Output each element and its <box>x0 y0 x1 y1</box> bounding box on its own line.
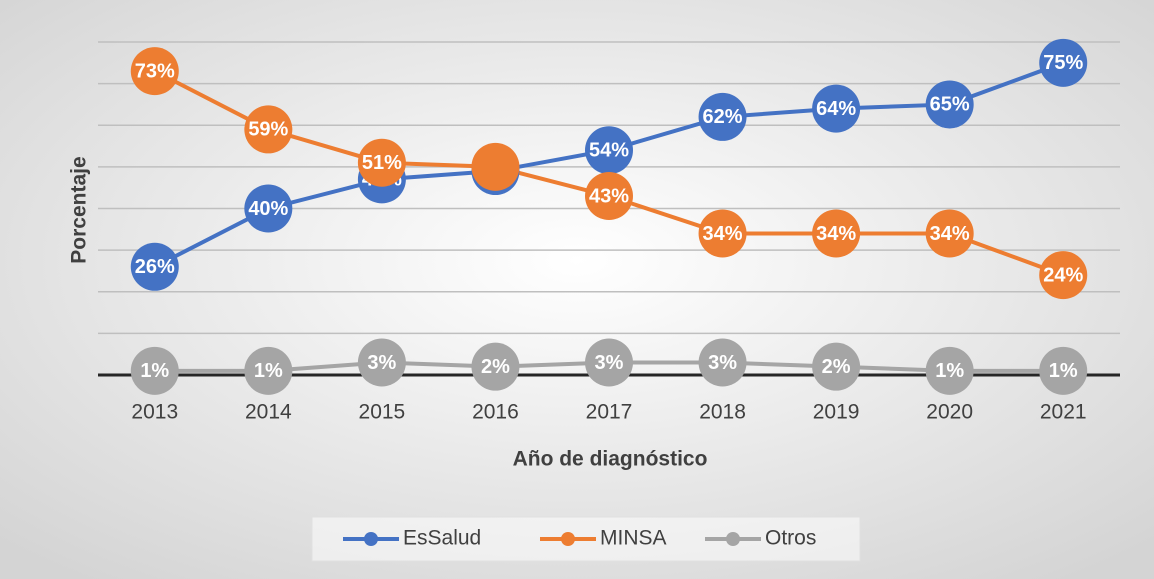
marker <box>130 346 179 395</box>
data-label: 1% <box>140 360 169 382</box>
data-label: 73% <box>135 60 175 82</box>
data-label: 2% <box>481 356 510 378</box>
marker <box>698 92 747 141</box>
data-label: 51% <box>362 152 402 174</box>
legend-marker <box>726 532 740 546</box>
marker <box>1039 346 1088 395</box>
x-tick-label: 2013 <box>131 401 178 424</box>
marker <box>925 346 974 395</box>
x-tick-label: 2015 <box>359 401 406 424</box>
x-tick-label: 2021 <box>1040 401 1087 424</box>
x-tick-label: 2020 <box>926 401 973 424</box>
marker <box>585 172 633 221</box>
data-label: 34% <box>816 223 856 245</box>
data-label: 54% <box>589 140 629 162</box>
data-label: 64% <box>816 98 856 120</box>
data-label: 75% <box>1043 52 1083 74</box>
data-label: 43% <box>589 185 629 207</box>
data-label: 3% <box>595 352 624 374</box>
marker <box>130 47 179 96</box>
marker <box>471 142 520 191</box>
data-label: 3% <box>367 352 396 374</box>
data-label: 65% <box>930 94 970 116</box>
marker <box>357 138 406 187</box>
legend-label: EsSalud <box>403 527 481 550</box>
marker <box>130 242 179 291</box>
data-label: 59% <box>248 119 288 141</box>
y-axis-title: Porcentaje <box>68 156 91 263</box>
marker <box>925 80 974 129</box>
x-tick-label: 2016 <box>472 401 519 424</box>
marker <box>698 209 747 258</box>
data-label: 1% <box>935 360 964 382</box>
x-tick-label: 2017 <box>586 401 633 424</box>
data-label: 3% <box>708 352 737 374</box>
data-label: 1% <box>1049 360 1078 382</box>
marker <box>925 209 974 258</box>
data-label: 26% <box>135 256 175 278</box>
marker <box>812 84 861 133</box>
x-tick-label: 2019 <box>813 401 860 424</box>
marker <box>585 338 633 387</box>
marker <box>1039 251 1088 300</box>
marker <box>471 342 520 391</box>
data-label: 1% <box>254 360 283 382</box>
x-axis-title: Año de diagnóstico <box>513 448 708 471</box>
data-label: 34% <box>930 223 970 245</box>
data-label: 24% <box>1043 264 1083 286</box>
marker <box>585 126 633 175</box>
marker <box>357 338 406 387</box>
legend-marker <box>364 532 378 546</box>
legend-label: Otros <box>765 527 816 550</box>
legend-marker <box>561 532 575 546</box>
marker <box>698 338 747 387</box>
marker <box>812 209 861 258</box>
data-label: 34% <box>703 223 743 245</box>
plot-area: 26%40%47%54%62%64%65%75%73%59%51%43%34%3… <box>98 38 1120 395</box>
marker <box>1039 38 1088 87</box>
marker <box>244 184 293 233</box>
marker <box>812 342 861 391</box>
marker <box>244 346 293 395</box>
x-tick-label: 2018 <box>699 401 746 424</box>
data-label: 62% <box>703 106 743 128</box>
legend-label: MINSA <box>600 527 667 550</box>
marker <box>244 105 293 154</box>
x-tick-label: 2014 <box>245 401 292 424</box>
data-label: 2% <box>822 356 851 378</box>
data-label: 40% <box>248 198 288 220</box>
